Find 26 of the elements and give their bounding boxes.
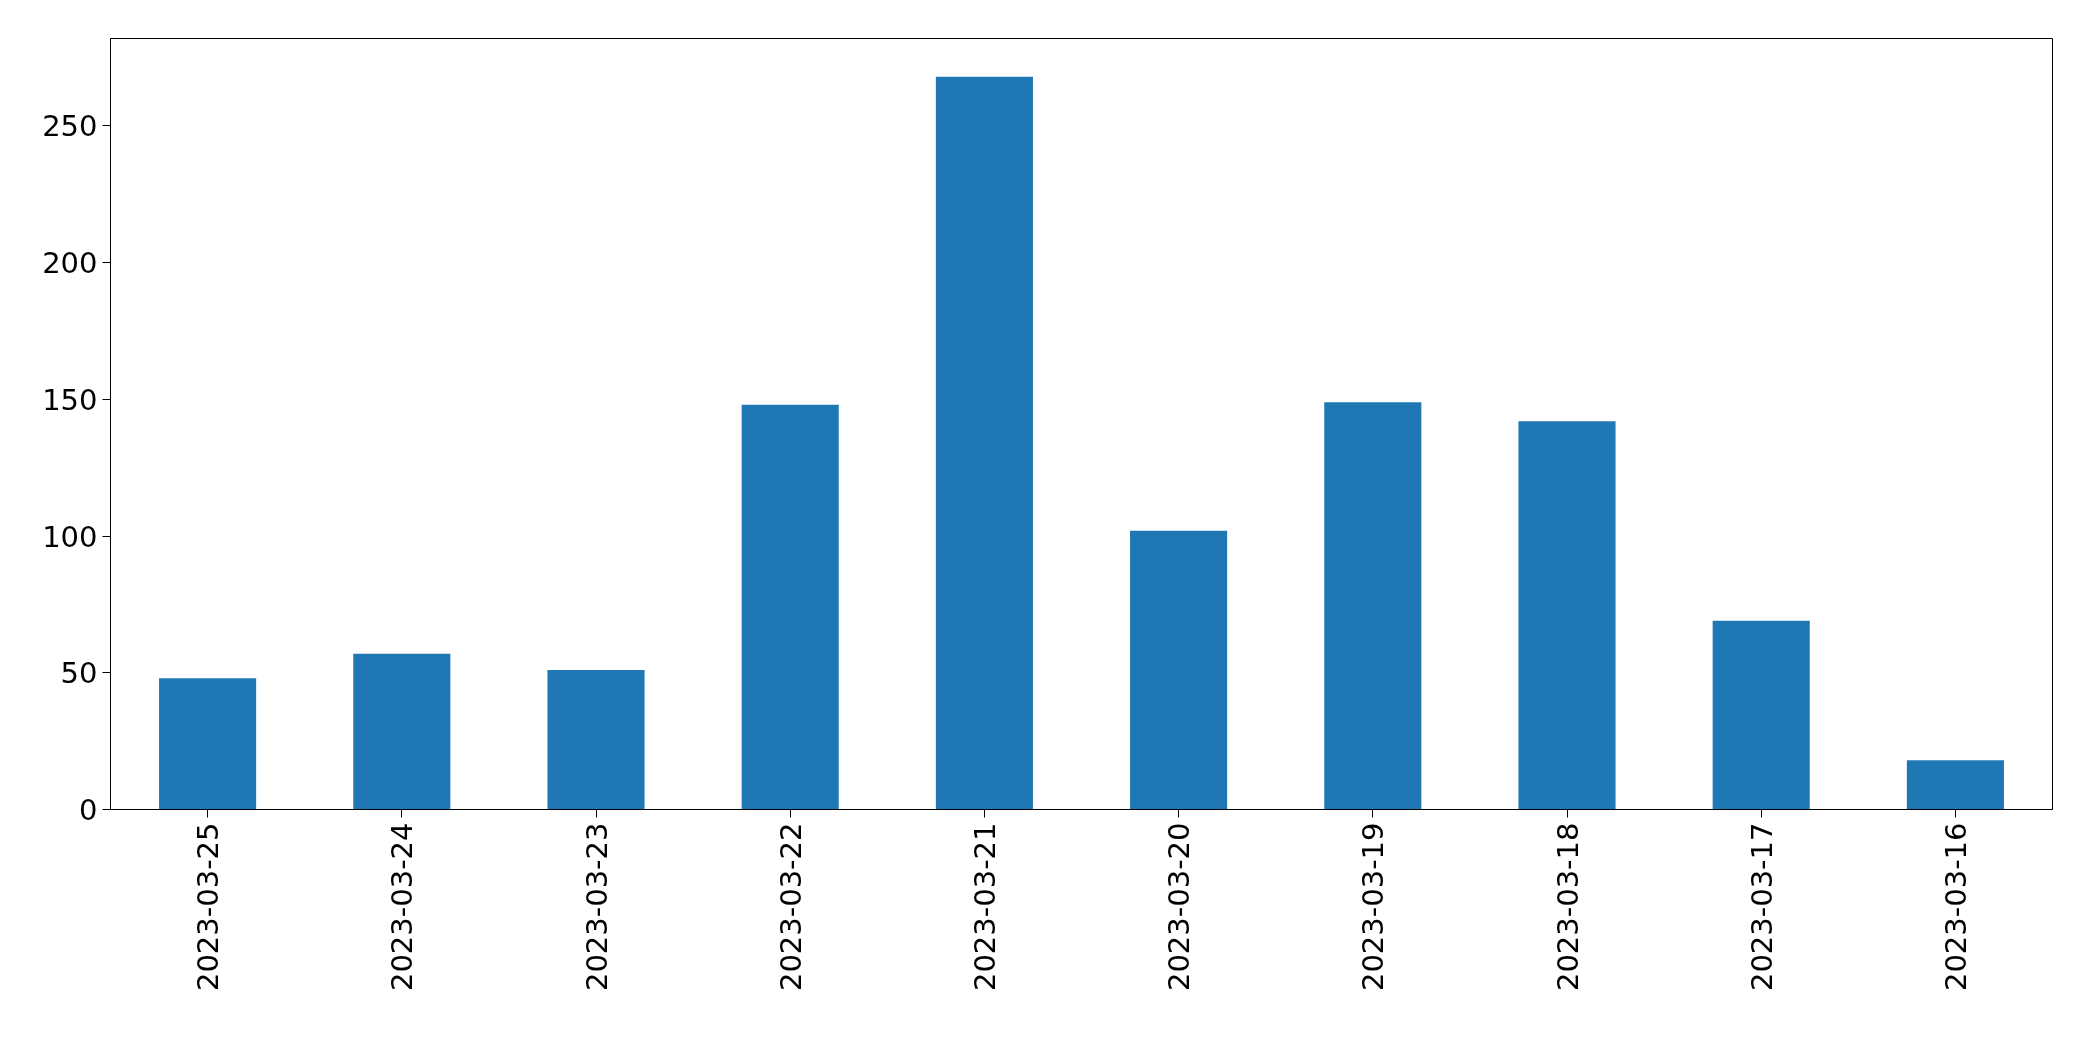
x-tick-label: 2023-03-21 bbox=[967, 822, 1002, 992]
bar bbox=[1906, 760, 2004, 810]
y-tick-label: 100 bbox=[42, 519, 98, 554]
bar bbox=[935, 76, 1033, 810]
bar bbox=[1324, 402, 1422, 810]
x-tick-label: 2023-03-19 bbox=[1356, 822, 1391, 992]
bar bbox=[159, 678, 257, 810]
y-tick-label: 0 bbox=[79, 793, 98, 827]
bar bbox=[353, 653, 451, 810]
bar bbox=[1518, 421, 1616, 810]
bar bbox=[1712, 620, 1810, 810]
x-tick-label: 2023-03-23 bbox=[579, 822, 614, 992]
x-tick-label: 2023-03-16 bbox=[1938, 822, 1973, 992]
x-tick-label: 2023-03-24 bbox=[385, 822, 420, 992]
y-tick-label: 50 bbox=[60, 656, 98, 691]
x-tick-label: 2023-03-17 bbox=[1744, 822, 1779, 992]
bar bbox=[547, 670, 645, 810]
y-tick-label: 250 bbox=[42, 109, 98, 144]
bar bbox=[741, 404, 839, 810]
x-tick-label: 2023-03-20 bbox=[1162, 822, 1197, 992]
bar bbox=[1130, 530, 1228, 810]
x-tick-label: 2023-03-18 bbox=[1550, 822, 1585, 992]
x-tick-label: 2023-03-25 bbox=[191, 822, 226, 992]
x-tick-label: 2023-03-22 bbox=[773, 822, 808, 992]
y-tick-label: 150 bbox=[42, 382, 98, 417]
y-tick-label: 200 bbox=[42, 246, 98, 281]
